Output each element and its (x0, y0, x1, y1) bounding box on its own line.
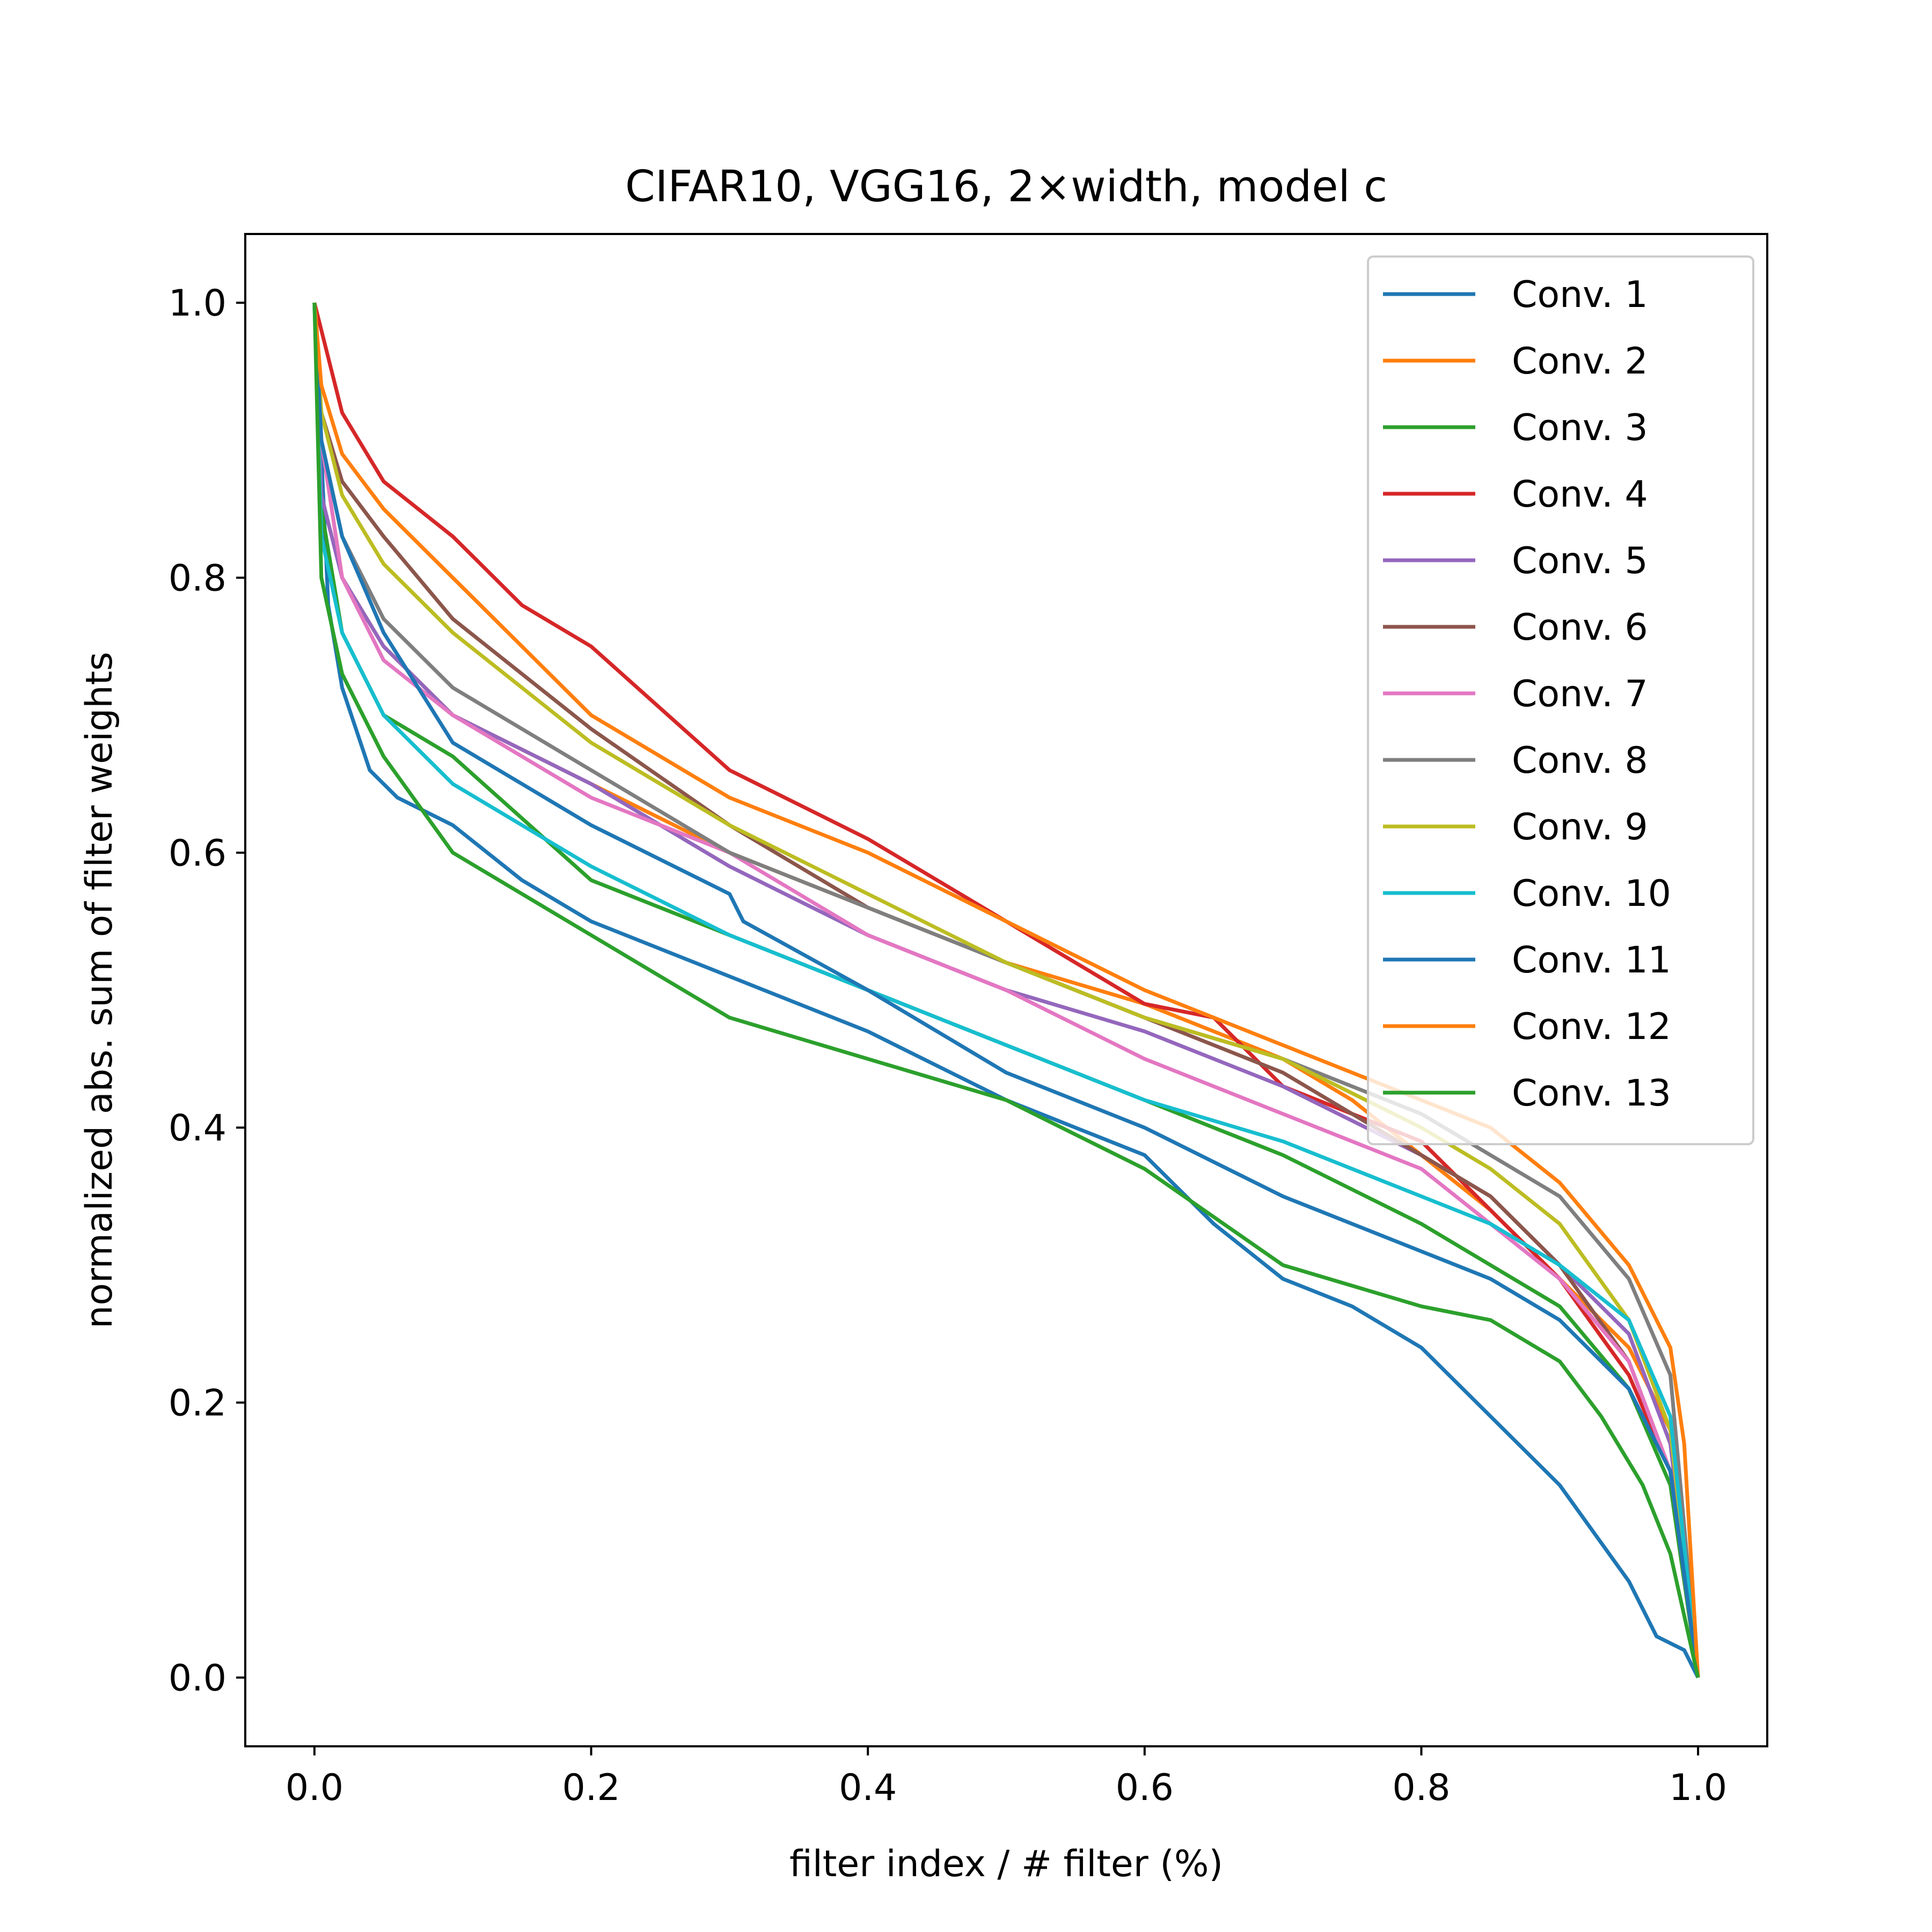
y-axis-label: normalized abs. sum of filter weights (78, 652, 121, 1329)
legend-box (1367, 255, 1754, 1145)
series-line-conv-7 (312, 302, 1700, 1678)
ticks-group: 0.0 0.2 0.4 0.6 0.8 1.0 0.0 0.2 0.4 0.6 0.8 1.0 (169, 282, 1727, 1809)
x-tick-label: 0.8 (1392, 1767, 1450, 1809)
legend-label: Conv. 4 (1512, 473, 1648, 516)
legend-label: Conv. 10 (1512, 873, 1671, 915)
legend-label: Conv. 12 (1512, 1006, 1671, 1048)
series-line-conv-1 (312, 302, 1700, 1679)
chart-title: CIFAR10, VGG16, 2×width, model c (625, 162, 1387, 211)
series-line-conv-9 (312, 302, 1700, 1678)
legend-label: Conv. 7 (1512, 673, 1648, 715)
y-tick-label: 0.8 (169, 557, 226, 599)
legend: Conv. 1 Conv. 2 Conv. 3 Conv. 4 Conv. 5 Conv.… (1367, 255, 1754, 1145)
series-line-conv-13 (312, 303, 1700, 1678)
legend-label: Conv. 1 (1512, 274, 1648, 316)
legend-label: Conv. 5 (1512, 540, 1648, 582)
series-group (312, 302, 1700, 1679)
legend-label: Conv. 2 (1512, 340, 1648, 383)
legend-label: Conv. 9 (1512, 806, 1648, 848)
y-tick-label: 1.0 (169, 282, 226, 325)
x-tick-label: 1.0 (1669, 1767, 1727, 1809)
x-tick-label: 0.0 (286, 1767, 343, 1809)
legend-label: Conv. 3 (1512, 407, 1648, 449)
legend-label: Conv. 13 (1512, 1072, 1671, 1115)
x-tick-label: 0.2 (562, 1767, 620, 1809)
series-line-conv-12 (312, 302, 1700, 1678)
x-tick-label: 0.4 (839, 1767, 897, 1809)
legend-label: Conv. 11 (1512, 939, 1671, 982)
plot-frame (244, 233, 1768, 1747)
y-tick-label: 0.4 (169, 1107, 226, 1150)
x-tick-label: 0.6 (1116, 1767, 1174, 1809)
series-line-conv-11 (312, 302, 1700, 1678)
series-line-conv-10 (312, 302, 1700, 1678)
y-tick-label: 0.2 (169, 1382, 226, 1425)
y-tick-label: 0.0 (169, 1657, 226, 1700)
y-tick-label: 0.6 (169, 832, 226, 875)
legend-label: Conv. 8 (1512, 740, 1648, 782)
x-axis-label: filter index / # filter (%) (789, 1843, 1223, 1885)
legend-label: Conv. 6 (1512, 606, 1648, 649)
